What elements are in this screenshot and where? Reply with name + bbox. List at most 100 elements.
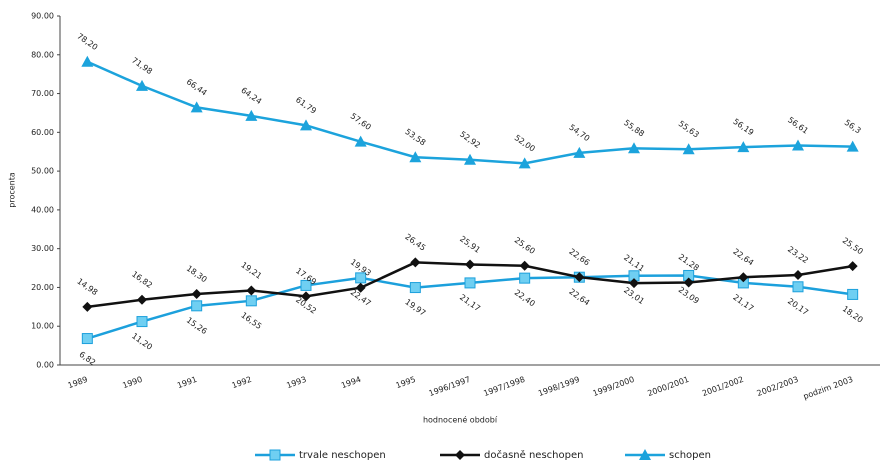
data-label: 53,58	[403, 127, 427, 148]
data-label: 22,64	[567, 287, 591, 308]
data-label: 19,97	[403, 297, 427, 318]
marker	[136, 316, 148, 328]
data-label: 54,70	[567, 123, 591, 144]
data-label: 21,17	[731, 293, 755, 314]
data-label: 25,50	[841, 236, 865, 257]
x-tick-label: 1994	[340, 375, 362, 390]
x-tick-label: 2000/2001	[646, 375, 690, 398]
data-label: 22,40	[513, 288, 537, 309]
y-tick-label: 90.00	[31, 12, 54, 21]
marker	[793, 269, 803, 280]
y-tick-label: 60.00	[31, 128, 54, 137]
data-label: 23,09	[677, 285, 701, 306]
data-label: 52,00	[513, 133, 537, 154]
marker	[847, 288, 859, 300]
marker	[354, 135, 367, 147]
data-label: 16,55	[239, 311, 263, 332]
x-tick-label: 1993	[285, 375, 307, 390]
marker	[245, 295, 257, 307]
y-tick-label: 30.00	[31, 244, 54, 253]
data-label: 56,3	[843, 118, 863, 136]
marker	[628, 142, 640, 154]
marker	[246, 285, 257, 296]
marker	[300, 279, 312, 291]
data-label: 66,44	[185, 77, 209, 98]
x-tick-label: 1989	[67, 375, 89, 390]
marker	[81, 333, 93, 345]
marker	[737, 141, 750, 153]
marker	[136, 79, 148, 91]
data-label: 56,61	[786, 115, 810, 136]
marker	[81, 55, 94, 67]
legend-label: trvale neschopen	[299, 450, 386, 461]
marker	[574, 272, 585, 283]
marker	[245, 109, 258, 121]
marker	[355, 282, 366, 293]
data-label: 25,60	[513, 235, 537, 256]
data-label: 56,19	[731, 117, 755, 138]
x-tick-label: 2001/2002	[701, 375, 745, 398]
data-label: 22,66	[567, 247, 591, 268]
data-label: 26,45	[403, 232, 427, 253]
data-label: 19,21	[239, 260, 263, 281]
marker	[629, 278, 639, 289]
data-label: 18,20	[841, 304, 865, 325]
data-label: 18,30	[185, 264, 209, 285]
data-label: 23,01	[622, 286, 646, 307]
data-label: 71,98	[130, 56, 154, 77]
data-label: 14,98	[75, 277, 99, 298]
data-label: 11,20	[130, 331, 154, 352]
marker	[191, 289, 202, 300]
y-tick-label: 0.00	[36, 361, 54, 370]
y-tick-label: 10.00	[31, 322, 54, 331]
marker	[465, 259, 475, 270]
marker	[682, 143, 695, 155]
marker	[301, 291, 311, 302]
marker	[792, 281, 804, 293]
x-tick-label: 1999/2000	[592, 375, 636, 398]
marker	[519, 272, 531, 284]
y-tick-label: 50.00	[31, 167, 54, 176]
x-tick-label: 1991	[176, 375, 198, 390]
x-tick-label: podzim 2003	[802, 375, 854, 401]
data-label: 25,91	[458, 234, 482, 255]
legend-label: schopen	[669, 450, 711, 461]
data-label: 64,24	[239, 86, 263, 107]
y-axis-label: procenta	[8, 172, 17, 208]
data-label: 21,17	[458, 293, 482, 314]
legend-marker	[639, 449, 651, 460]
data-label: 16,82	[130, 270, 154, 291]
series-line	[86, 60, 853, 165]
marker	[464, 153, 476, 165]
marker	[409, 151, 422, 163]
marker	[137, 294, 147, 305]
marker	[683, 277, 694, 288]
y-tick-label: 20.00	[31, 283, 54, 292]
data-label: 52,92	[458, 130, 482, 151]
marker	[846, 140, 859, 152]
x-tick-label: 1995	[395, 375, 417, 390]
marker	[190, 101, 203, 113]
x-axis-label: hodnocené období	[423, 415, 498, 425]
x-tick-label: 1990	[121, 375, 143, 390]
data-label: 78,20	[75, 32, 99, 53]
marker	[519, 260, 530, 271]
data-label: 61,79	[294, 95, 318, 116]
x-tick-label: 1992	[231, 375, 253, 390]
legend-label: dočasně neschopen	[484, 449, 583, 461]
marker	[792, 139, 804, 151]
marker	[409, 282, 421, 294]
marker	[573, 146, 586, 158]
data-label: 21,28	[677, 252, 701, 273]
data-label: 22,64	[731, 247, 755, 268]
marker	[738, 272, 749, 283]
marker	[300, 119, 312, 131]
marker	[518, 157, 531, 169]
y-tick-label: 80.00	[31, 50, 54, 59]
x-tick-label: 1996/1997	[428, 375, 472, 398]
data-label: 55,63	[677, 119, 701, 140]
marker	[464, 277, 476, 289]
y-tick-label: 40.00	[31, 205, 54, 214]
marker	[410, 257, 421, 268]
